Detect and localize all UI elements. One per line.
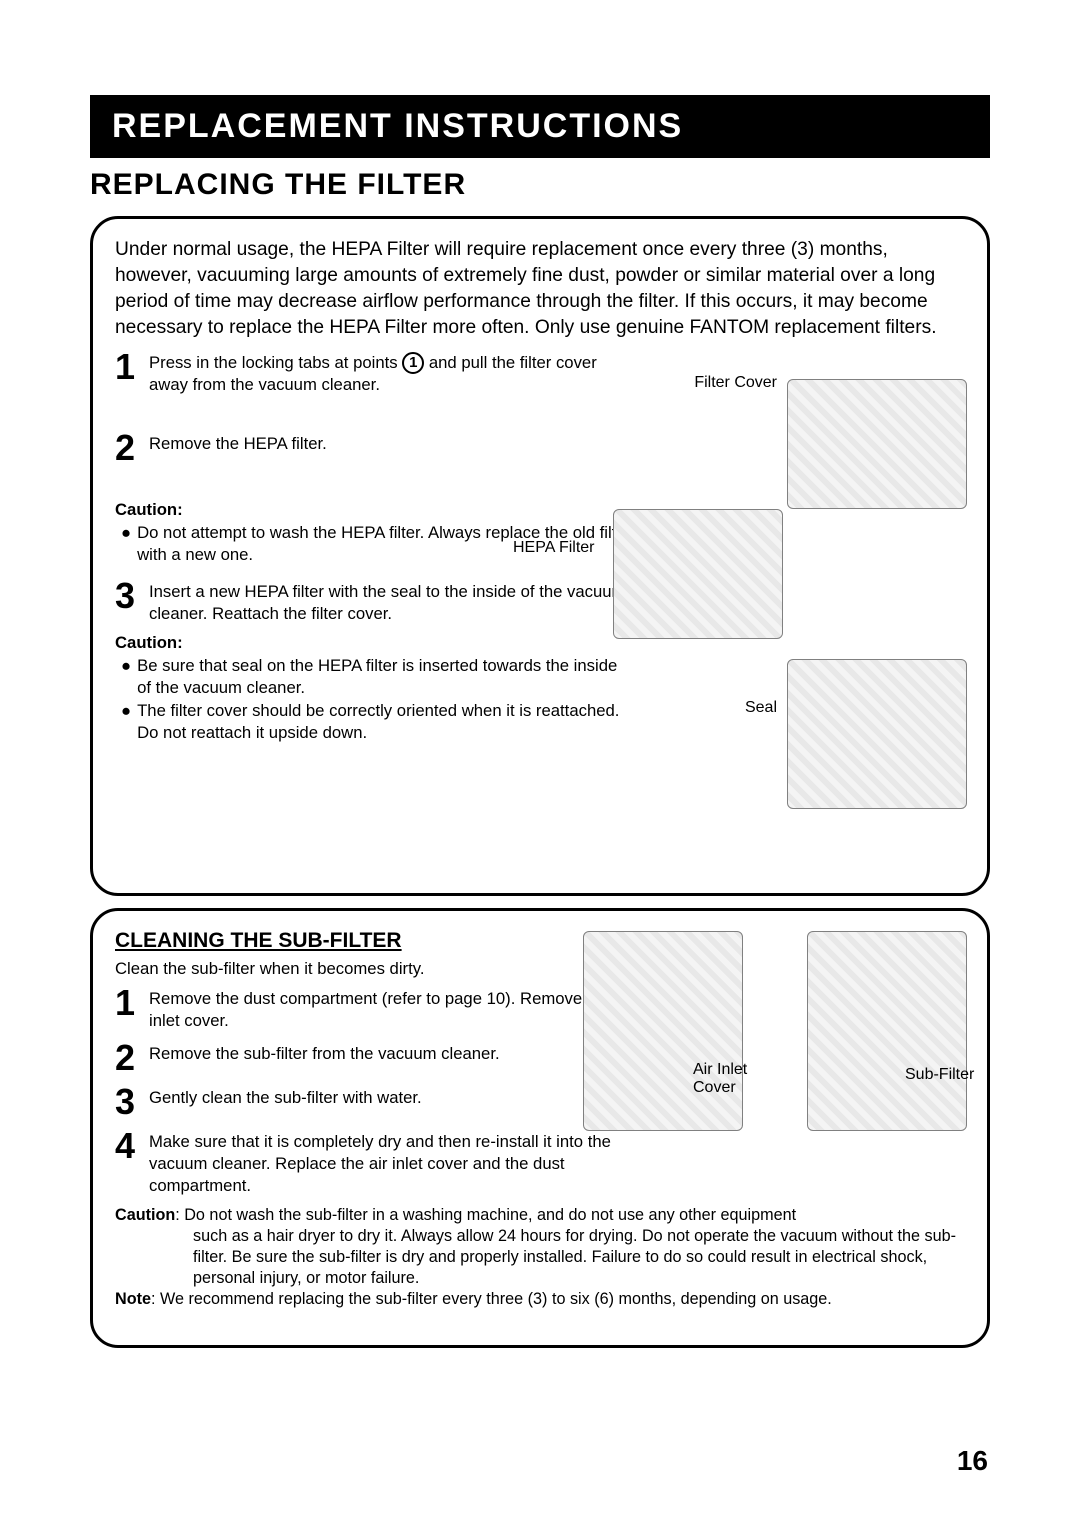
sub-step-1: 1 Remove the dust compartment (refer to … [115,985,635,1032]
caution-text-2: such as a hair dryer to dry it. Always a… [115,1226,965,1289]
step-text: Remove the dust compartment (refer to pa… [149,985,635,1032]
label-filter-cover: Filter Cover [694,374,777,392]
bullet-dot-icon: ● [121,655,131,698]
sub-step-2: 2 Remove the sub-filter from the vacuum … [115,1040,635,1076]
bullet-dot-icon: ● [121,522,131,565]
label-seal: Seal [745,699,777,717]
diagram-sub-filter [807,931,967,1131]
diagram-hepa-filter [613,509,783,639]
step-number: 4 [115,1128,141,1164]
step1-part-a: Press in the locking tabs at points [149,353,402,372]
diagram-seal [787,659,967,809]
subfilter-note: Note: We recommend replacing the sub-fil… [115,1289,965,1310]
sub-step-3: 3 Gently clean the sub-filter with water… [115,1084,635,1120]
step-number: 3 [115,578,141,614]
step-number: 3 [115,1084,141,1120]
step-number: 1 [115,349,141,385]
caution-label: Caution [115,1206,175,1224]
caution-text-1: : Do not wash the sub-filter in a washin… [175,1206,796,1224]
intro-text: Under normal usage, the HEPA Filter will… [115,237,965,341]
caution-bullet: ● The filter cover should be correctly o… [121,700,635,743]
step-text: Press in the locking tabs at points 1 an… [149,349,635,397]
hepa-step-2: 2 Remove the HEPA filter. [115,430,635,466]
note-label: Note [115,1290,151,1308]
bullet-text: The filter cover should be correctly ori… [137,700,635,743]
step-number: 1 [115,985,141,1021]
caution-heading: Caution: [115,633,635,653]
panel-hepa: Under normal usage, the HEPA Filter will… [90,216,990,896]
label-air-inlet: Air Inlet Cover [693,1061,763,1096]
sub-step-4: 4 Make sure that it is completely dry an… [115,1128,635,1197]
step-number: 2 [115,1040,141,1076]
title-bar: REPLACEMENT INSTRUCTIONS [90,95,990,158]
label-hepa-filter: HEPA Filter [513,539,595,557]
caution-bullet: ● Be sure that seal on the HEPA filter i… [121,655,635,698]
circled-1-icon: 1 [402,352,424,374]
step-text: Remove the HEPA filter. [149,430,327,455]
bullet-text: Be sure that seal on the HEPA filter is … [137,655,635,698]
note-text: : We recommend replacing the sub-filter … [151,1290,832,1308]
hepa-step-3: 3 Insert a new HEPA filter with the seal… [115,578,635,625]
panel-subfilter: CLEANING THE SUB-FILTER Clean the sub-fi… [90,908,990,1348]
diagram-air-inlet [583,931,743,1131]
step-text: Insert a new HEPA filter with the seal t… [149,578,635,625]
label-sub-filter: Sub-Filter [905,1066,995,1084]
hepa-step-1: 1 Press in the locking tabs at points 1 … [115,349,635,397]
step-text: Remove the sub-filter from the vacuum cl… [149,1040,500,1065]
caution-heading: Caution: [115,500,635,520]
subtitle: REPLACING THE FILTER [90,168,990,202]
page-number: 16 [957,1445,988,1477]
subfilter-caution: Caution: Do not wash the sub-filter in a… [115,1205,965,1289]
diagram-filter-cover [787,379,967,509]
step-text: Gently clean the sub-filter with water. [149,1084,422,1109]
bullet-dot-icon: ● [121,700,131,743]
step-text: Make sure that it is completely dry and … [149,1128,635,1197]
step-number: 2 [115,430,141,466]
